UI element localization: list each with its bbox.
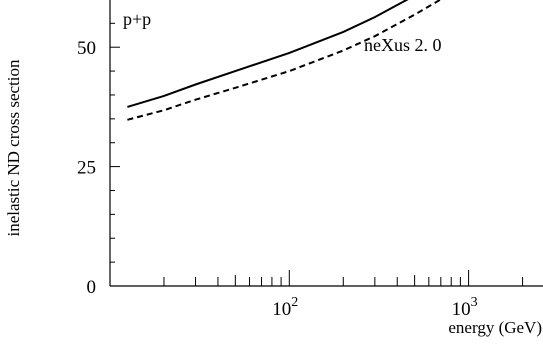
annotation-model: neXus 2. 0 [364, 35, 442, 55]
y-axis-label: inelastic ND cross section [4, 59, 23, 237]
x-axis-label: energy (GeV) [448, 318, 542, 337]
y-tick-label: 0 [87, 277, 97, 298]
x-tick-label: 103 [452, 295, 478, 320]
series-line-solid [127, 0, 409, 108]
series-line-dashed [127, 0, 442, 121]
x-tick-label: 102 [272, 295, 298, 320]
annotation-reaction: p+p [123, 9, 151, 29]
y-tick-label: 25 [77, 158, 96, 179]
y-tick-label: 50 [77, 38, 96, 59]
